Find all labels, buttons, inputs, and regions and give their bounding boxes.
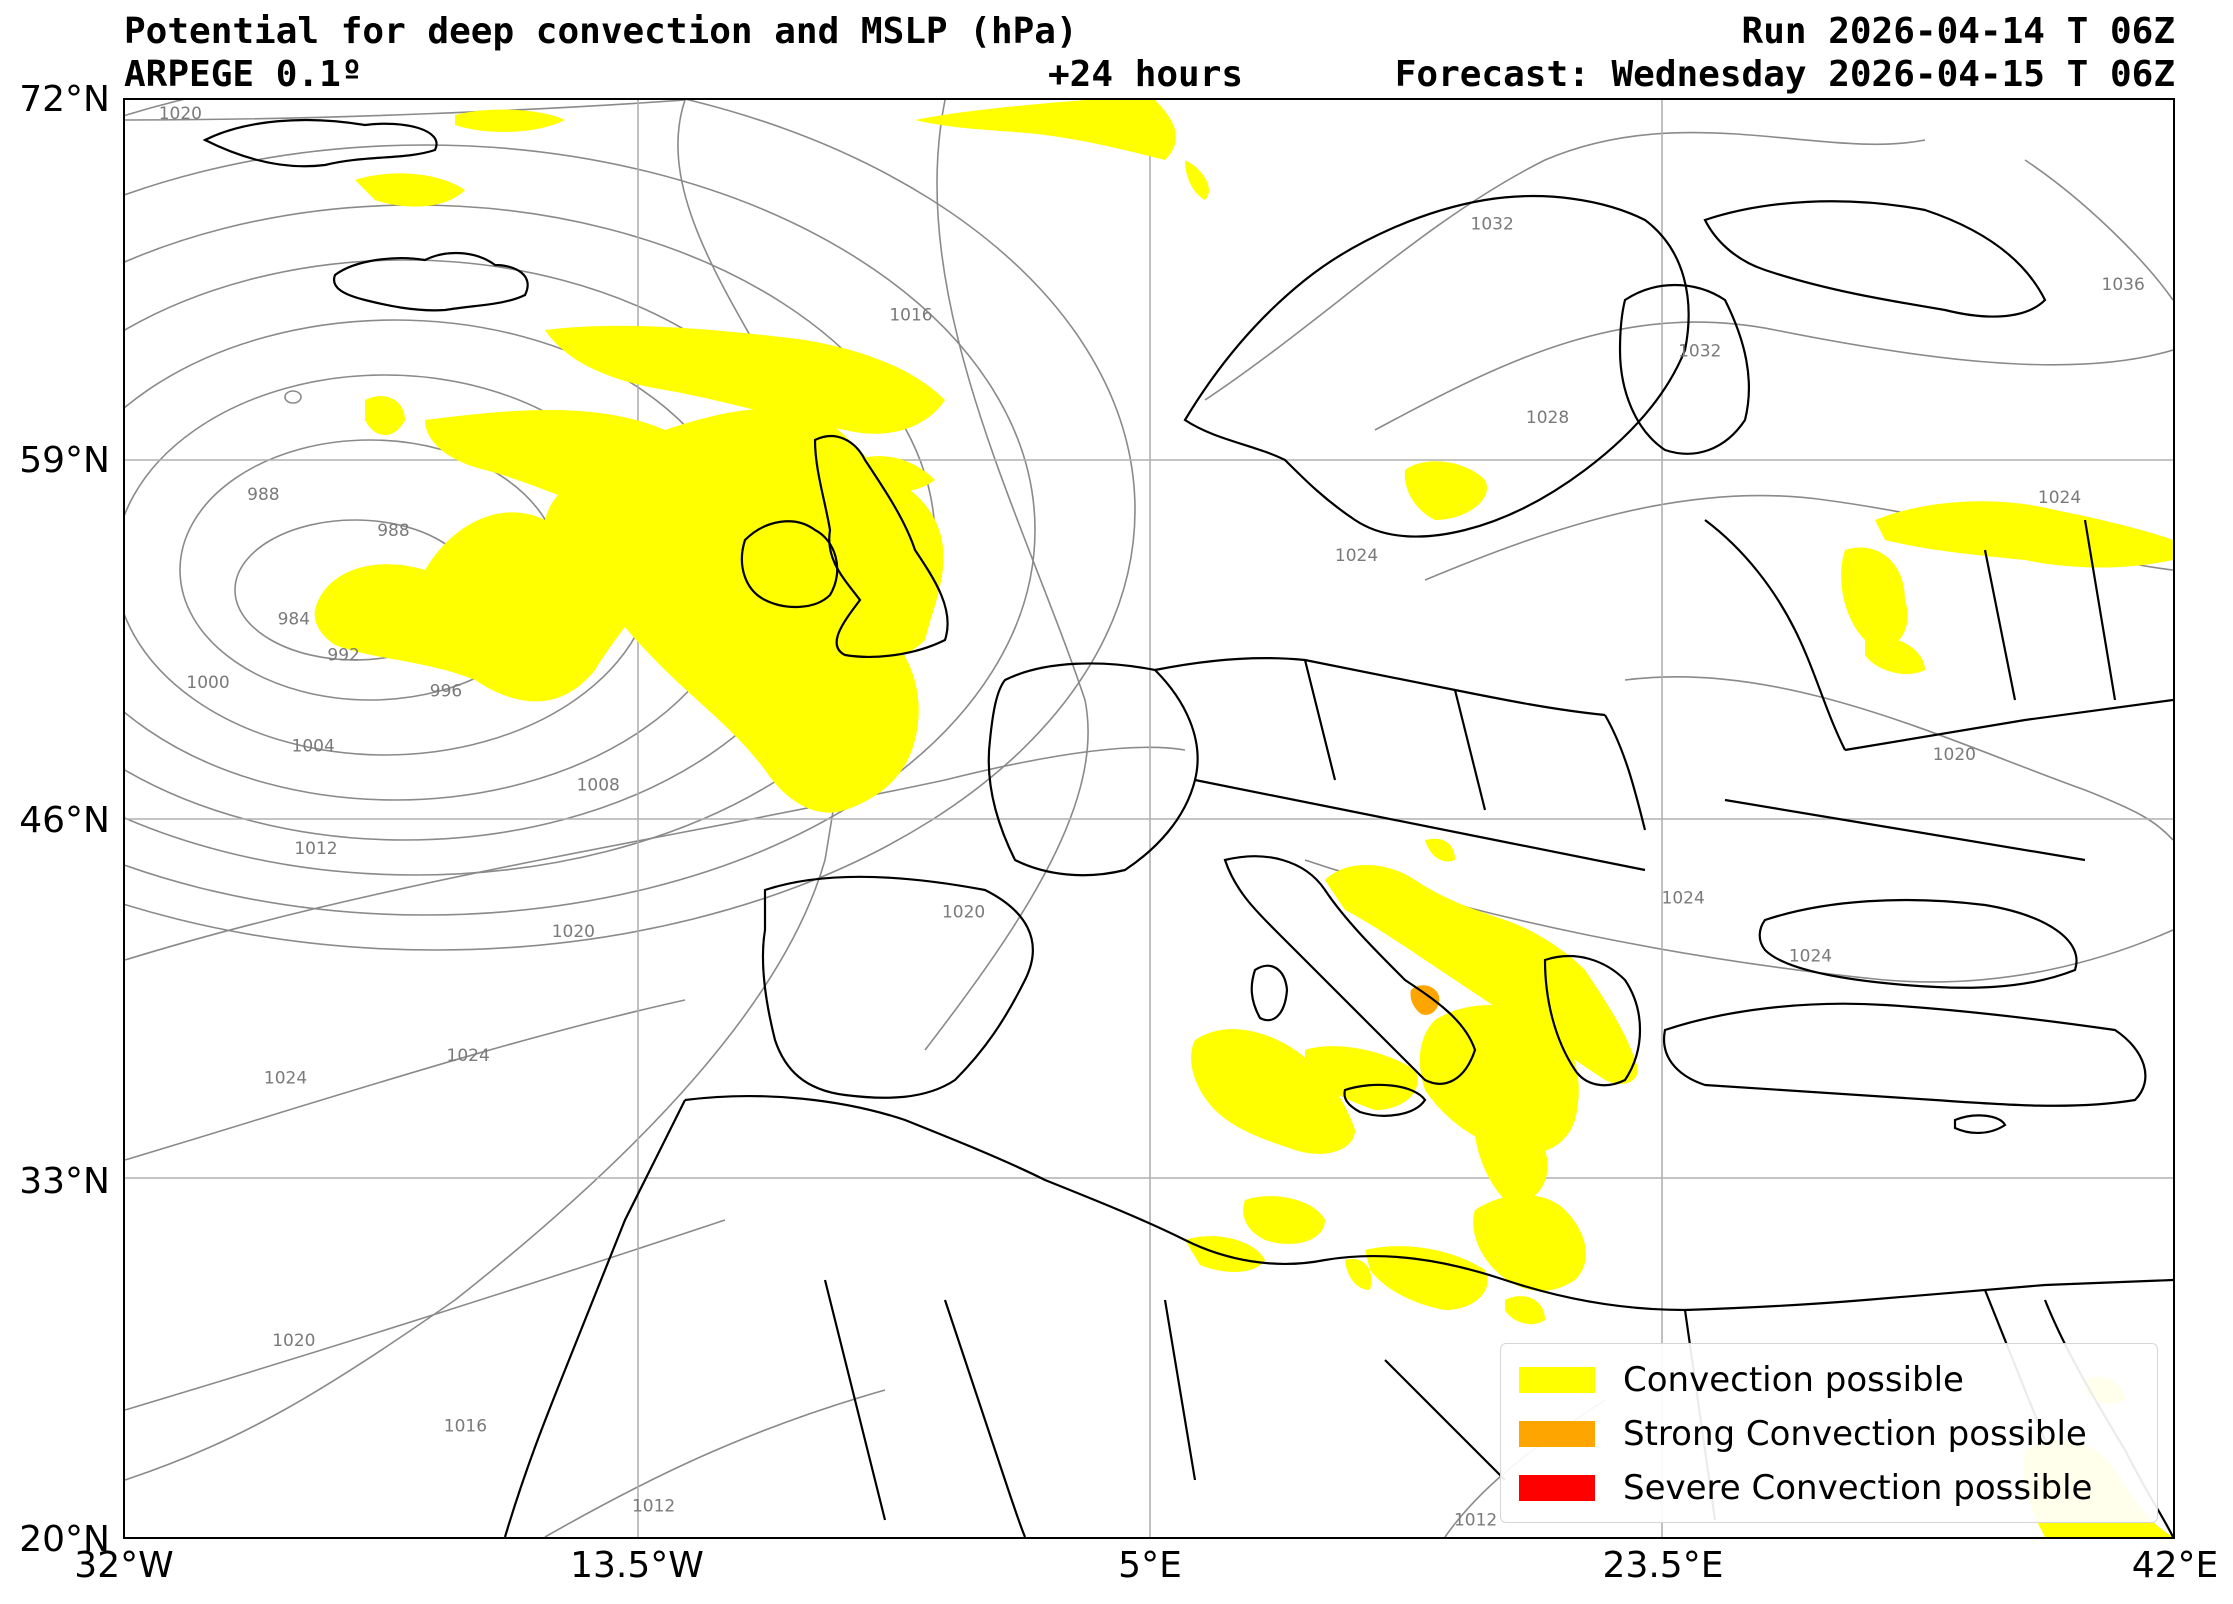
isobar-label: 1012 <box>632 1497 675 1517</box>
lat-label-46n: 46°N <box>19 800 110 841</box>
lat-label-20n: 20°N <box>19 1519 110 1560</box>
legend-item-strong-convection: Strong Convection possible <box>1519 1412 2087 1456</box>
isobar-label: 1020 <box>942 902 985 922</box>
lon-label-13-5w: 13.5°W <box>570 1545 704 1586</box>
isobar-label: 1024 <box>264 1068 307 1088</box>
legend: Convection possible Strong Convection po… <box>1500 1343 2158 1523</box>
strong-convection-areas <box>1410 985 1440 1015</box>
graticule <box>125 100 2173 1537</box>
lead-time-label: +24 hours <box>1048 54 1244 95</box>
isobar-label: 1012 <box>294 839 337 859</box>
isobar-label: 1016 <box>444 1416 487 1436</box>
forecast-label: Forecast: Wednesday 2026-04-15 T 06Z <box>1394 54 2175 95</box>
lat-label-72n: 72°N <box>19 79 110 120</box>
isobar-label: 992 <box>327 645 359 665</box>
lon-label-23-5e: 23.5°E <box>1602 1545 1724 1586</box>
legend-swatch-convection <box>1519 1367 1595 1393</box>
map-canvas[interactable]: 1020 988 988 984 992 996 1000 1004 1008 1012 1016 1… <box>125 100 2173 1537</box>
legend-label-convection: Convection possible <box>1623 1360 1964 1400</box>
isobar-label: 1032 <box>1471 214 1514 234</box>
isobar-label: 984 <box>278 610 310 630</box>
isobar-label: 1028 <box>1526 408 1569 428</box>
isobar-label: 1032 <box>1678 341 1721 361</box>
isobar-label: 1024 <box>447 1046 490 1066</box>
legend-swatch-severe-convection <box>1519 1475 1595 1501</box>
isobar-labels: 1020 988 988 984 992 996 1000 1004 1008 1012 1016 1… <box>159 104 2145 1531</box>
lon-label-42e: 42°E <box>2131 1545 2219 1586</box>
isobar-label: 1016 <box>889 306 932 326</box>
legend-item-convection: Convection possible <box>1519 1358 1964 1402</box>
legend-swatch-strong-convection <box>1519 1421 1595 1447</box>
lon-label-5e: 5°E <box>1118 1545 1182 1586</box>
convection-areas <box>314 100 2173 1537</box>
run-label: Run 2026-04-14 T 06Z <box>1741 11 2175 52</box>
isobar-label: 1024 <box>2038 488 2081 508</box>
isobar-label: 1020 <box>159 104 202 124</box>
isobar-label: 1020 <box>552 922 595 942</box>
model-label: ARPEGE 0.1º <box>124 54 363 95</box>
isobar-label: 1024 <box>1789 947 1832 967</box>
isobar-label: 1036 <box>2102 275 2145 295</box>
lon-label-32w: 32°W <box>74 1545 174 1586</box>
isobar-label: 1024 <box>1662 889 1705 909</box>
isobar-label: 988 <box>377 521 409 541</box>
isobar-label: 1024 <box>1335 546 1378 566</box>
lat-label-33n: 33°N <box>19 1161 110 1202</box>
map-title: Potential for deep convection and MSLP (… <box>124 11 1078 52</box>
isobar-label: 1000 <box>186 673 229 693</box>
isobar-label: 988 <box>247 485 279 505</box>
isobar-label: 1008 <box>577 775 620 795</box>
coastlines-borders <box>202 118 2173 1537</box>
map-panel[interactable]: 1020 988 988 984 992 996 1000 1004 1008 1012 1016 1… <box>123 98 2175 1539</box>
legend-label-strong-convection: Strong Convection possible <box>1623 1414 2087 1454</box>
lat-label-59n: 59°N <box>19 440 110 481</box>
legend-item-severe-convection: Severe Convection possible <box>1519 1466 2092 1510</box>
isobar-label: 996 <box>430 681 462 701</box>
isobar-label: 1020 <box>1933 745 1976 765</box>
legend-label-severe-convection: Severe Convection possible <box>1623 1468 2093 1508</box>
isobar-label: 1020 <box>272 1331 315 1351</box>
isobar-label: 1012 <box>1454 1510 1497 1530</box>
isobar-label: 1004 <box>292 737 335 757</box>
